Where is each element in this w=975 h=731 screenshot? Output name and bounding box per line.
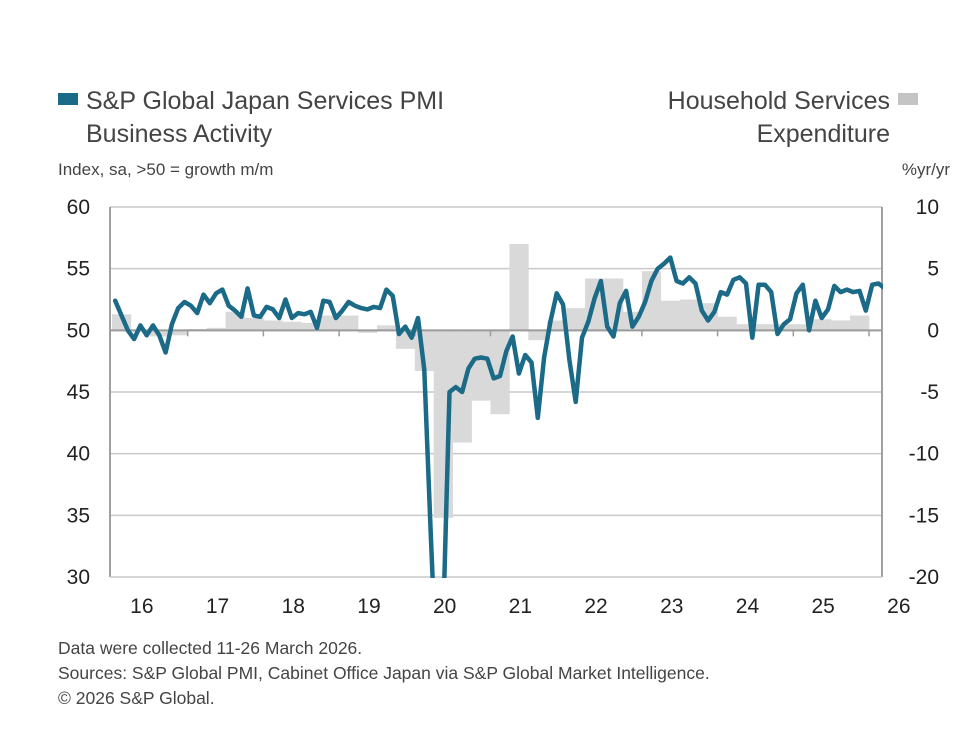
expenditure-bar: [850, 315, 870, 331]
expenditure-bar: [641, 271, 662, 331]
expenditure-bar: [717, 316, 737, 331]
left-tick-label: 40: [67, 443, 90, 466]
x-tick-label: 21: [509, 595, 532, 618]
expenditure-bar: [566, 308, 586, 331]
expenditure-bar: [755, 324, 775, 331]
x-tick-label: 17: [206, 595, 229, 618]
footer-note: Data were collected 11-26 March 2026.: [58, 638, 363, 658]
left-tick-label: 30: [67, 566, 90, 589]
expenditure-bar: [282, 321, 302, 331]
right-tick-label: 0: [927, 319, 939, 342]
left-tick-label: 60: [67, 196, 90, 219]
expenditure-bar: [793, 324, 813, 331]
right-tick-label: 5: [927, 258, 939, 281]
x-tick-label: 23: [660, 595, 683, 618]
x-tick-label: 16: [130, 595, 153, 618]
left-tick-label: 35: [67, 504, 90, 527]
x-tick-label: 20: [433, 595, 456, 618]
left-axis-label: Index, sa, >50 = growth m/m: [58, 160, 274, 179]
expenditure-bar: [206, 327, 226, 331]
right-tick-label: -15: [909, 504, 939, 527]
footer-copyright: © 2026 S&P Global.: [58, 688, 215, 708]
expenditure-bar: [471, 330, 491, 401]
right-tick-label: -20: [909, 566, 939, 589]
right-tick-label: 10: [916, 196, 939, 219]
legend-label-exp-2: Expenditure: [756, 120, 890, 148]
x-tick-label: 18: [282, 595, 305, 618]
expenditure-bar: [339, 315, 359, 331]
expenditure-bar: [736, 324, 756, 331]
footer-sources: Sources: S&P Global PMI, Cabinet Office …: [58, 663, 710, 683]
left-tick-label: 45: [67, 381, 90, 404]
expenditure-bar: [528, 330, 548, 341]
legend-expenditure: Household Services Expenditure: [668, 85, 918, 151]
legend-swatch-pmi: [58, 93, 78, 106]
x-tick-label: 26: [887, 595, 910, 618]
expenditure-bar: [358, 330, 378, 333]
legend-label-pmi-1: S&P Global Japan Services PMI: [86, 87, 445, 115]
x-tick-label: 22: [584, 595, 607, 618]
legend-swatch-exp: [898, 93, 918, 106]
expenditure-bar: [831, 320, 851, 331]
x-tick-label: 19: [357, 595, 380, 618]
expenditure-bar: [812, 319, 832, 331]
right-tick-label: -5: [920, 381, 939, 404]
expenditure-bar: [263, 320, 283, 331]
left-tick-label: 55: [67, 258, 90, 281]
expenditure-bar: [301, 322, 321, 331]
x-tick-label: 24: [736, 595, 760, 618]
expenditure-bar: [660, 300, 681, 331]
expenditure-bar: [547, 320, 567, 331]
x-tick-label: 25: [811, 595, 834, 618]
expenditure-bar: [376, 325, 397, 331]
left-tick-label: 50: [67, 319, 90, 342]
expenditure-bar: [168, 330, 188, 336]
expenditure-bar: [244, 318, 264, 331]
right-tick-label: -10: [909, 443, 939, 466]
legend-pmi: S&P Global Japan Services PMI Business A…: [58, 85, 444, 151]
expenditure-bar: [509, 244, 529, 331]
legend-label-pmi-2: Business Activity: [86, 120, 273, 148]
right-axis-label: %yr/yr: [901, 160, 950, 179]
legend-label-exp-1: Household Services: [667, 87, 890, 115]
expenditure-bar: [679, 299, 699, 331]
